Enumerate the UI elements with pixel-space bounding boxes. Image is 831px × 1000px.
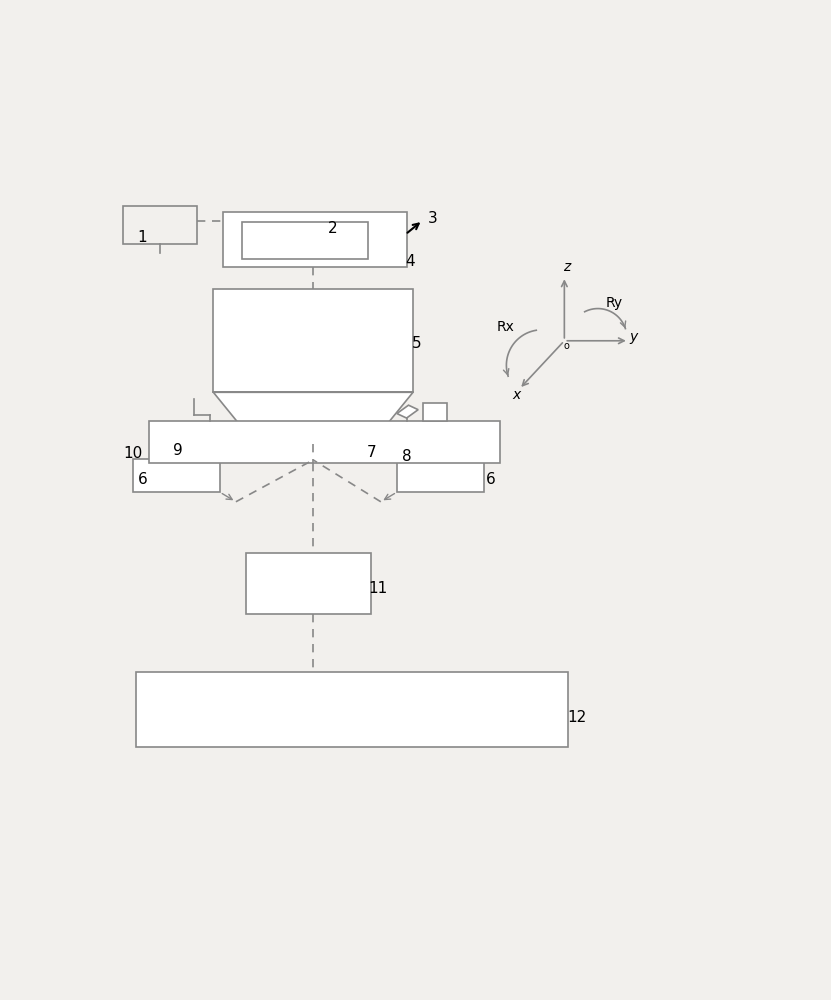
Text: 12: 12 [568, 710, 587, 725]
Text: 1: 1 [138, 230, 147, 245]
Text: 6: 6 [485, 472, 495, 487]
Text: z: z [563, 260, 570, 274]
Text: Rx: Rx [496, 320, 514, 334]
Text: Ry: Ry [606, 296, 623, 310]
Text: 8: 8 [401, 449, 411, 464]
Bar [133, 459, 219, 492]
Text: 7: 7 [366, 445, 376, 460]
Text: 4: 4 [405, 254, 415, 269]
Text: 5: 5 [411, 336, 421, 351]
Polygon shape [397, 405, 418, 418]
Bar [214, 289, 413, 392]
Bar [246, 553, 371, 614]
Text: 2: 2 [327, 221, 337, 236]
Text: y: y [630, 330, 638, 344]
Text: 10: 10 [123, 446, 142, 461]
Text: 6: 6 [138, 472, 147, 487]
Text: 11: 11 [368, 581, 387, 596]
Bar [123, 206, 197, 244]
Polygon shape [214, 392, 413, 444]
Text: 3: 3 [427, 211, 437, 226]
Bar [397, 459, 484, 492]
Bar [423, 403, 447, 421]
Text: 9: 9 [173, 443, 183, 458]
Bar [243, 222, 368, 259]
Text: o: o [563, 341, 569, 351]
Bar [136, 672, 568, 747]
Text: x: x [512, 388, 520, 402]
Bar [223, 212, 406, 267]
Bar [149, 421, 500, 463]
